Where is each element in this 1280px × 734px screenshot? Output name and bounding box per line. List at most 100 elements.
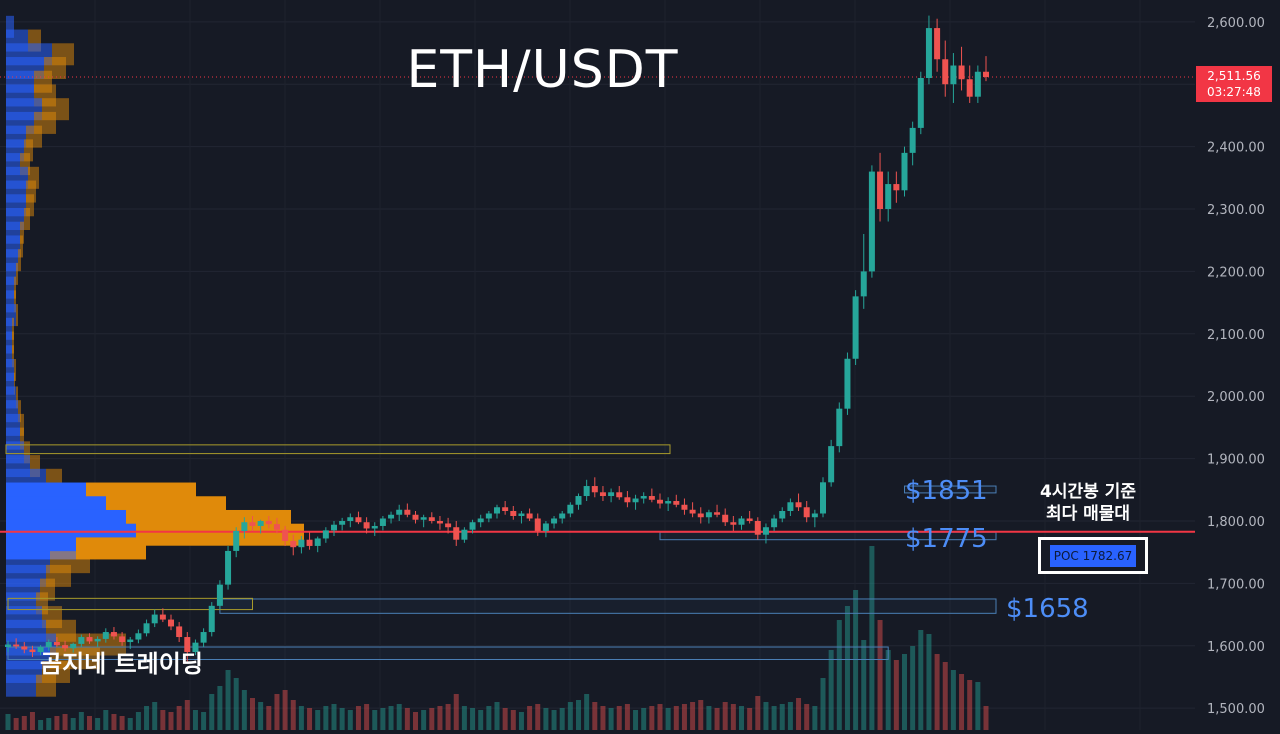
candle-body (510, 511, 517, 516)
candle-body (746, 518, 753, 521)
candle-body (388, 514, 395, 519)
volume-bar (119, 716, 125, 730)
volume-bar (812, 706, 818, 730)
candle-body (681, 504, 688, 510)
y-tick-label: 1,600.00 (1207, 640, 1265, 655)
candle-body (159, 614, 166, 620)
volume-bar (355, 706, 361, 730)
candle-body (184, 637, 191, 653)
candle-body (5, 644, 11, 648)
y-tick-label: 1,500.00 (1207, 702, 1265, 717)
volume-profile-sell (16, 386, 18, 409)
y-tick-label: 2,100.00 (1207, 328, 1265, 343)
volume-bar (853, 590, 859, 730)
candle-body (233, 530, 240, 551)
candle-body (331, 524, 337, 531)
volume-bar (510, 710, 516, 730)
candle-body (420, 517, 427, 520)
volume-profile-sell (136, 523, 304, 546)
candle-body (689, 509, 696, 514)
candle-body (518, 513, 525, 516)
volume-profile-sell (20, 427, 24, 450)
volume-bar (298, 706, 304, 730)
candle-body (640, 496, 647, 499)
candle-body (347, 517, 354, 521)
volume-bar (209, 694, 215, 730)
volume-bar (714, 708, 720, 730)
volume-profile-sell (14, 372, 15, 395)
candle-body (958, 65, 965, 80)
candle-body (94, 638, 101, 642)
volume-bar (706, 706, 712, 730)
volume-profile-buy (6, 262, 16, 285)
volume-bar (201, 712, 207, 730)
volume-bar (910, 646, 916, 730)
volume-bar (258, 702, 264, 730)
candle-body (925, 28, 932, 78)
candle-body (436, 520, 443, 524)
candle-body (143, 623, 150, 634)
candle-body (102, 632, 109, 639)
candle-body (445, 523, 452, 528)
candle-body (135, 633, 142, 640)
volume-profile-buy (6, 290, 14, 313)
volume-bar (633, 710, 639, 730)
volume-bar (665, 708, 671, 730)
volume-profile-sell (26, 180, 36, 203)
volume-bar (502, 708, 508, 730)
volume-profile-buy (6, 345, 12, 368)
candle-body (151, 614, 158, 624)
candle-body (877, 171, 884, 210)
candle-body (771, 518, 778, 528)
poc-label: POC 1782.67 (1049, 544, 1137, 567)
volume-bar (62, 714, 68, 730)
volume-profile-sell (20, 235, 23, 258)
volume-profile-sell (20, 221, 24, 244)
volume-profile-sell (14, 290, 16, 313)
y-tick-label: 1,800.00 (1207, 515, 1265, 530)
y-tick-label: 2,300.00 (1207, 203, 1265, 218)
volume-bar (624, 704, 630, 730)
volume-bar (347, 710, 353, 730)
candle-body (453, 527, 460, 540)
volume-bar (95, 718, 101, 730)
volume-bar (437, 706, 443, 730)
candle-body (21, 646, 28, 650)
volume-bar (739, 706, 744, 730)
candle-body (78, 637, 85, 644)
candle-body (811, 513, 818, 518)
volume-bar (38, 720, 44, 730)
volume-bar (461, 706, 467, 730)
candle-body (608, 492, 615, 497)
candle-body (828, 446, 835, 483)
candle-body (966, 79, 973, 97)
candle-body (803, 507, 810, 518)
candle-body (901, 152, 908, 191)
volume-bar (755, 696, 761, 730)
candle-body (583, 486, 590, 497)
volume-bar (698, 700, 704, 730)
volume-bar (836, 620, 842, 730)
volume-bar (429, 708, 435, 730)
volume-bar (796, 698, 802, 730)
candle-body (591, 486, 598, 493)
volume-bar (421, 710, 427, 730)
y-tick-label: 2,600.00 (1207, 16, 1265, 31)
volume-bar (413, 712, 418, 730)
volume-bar (600, 706, 606, 730)
volume-bar (942, 662, 948, 730)
candle-body (273, 524, 280, 530)
y-tick-label: 1,700.00 (1207, 577, 1265, 592)
candle-body (974, 71, 981, 97)
candle-body (754, 520, 761, 535)
volume-bar (274, 694, 280, 730)
volume-bar (5, 714, 11, 730)
volume-bar (616, 706, 622, 730)
volume-bar (543, 708, 549, 730)
candle-body (404, 509, 411, 515)
volume-bar (535, 704, 541, 730)
candle-body (909, 127, 916, 153)
candle-body (950, 65, 957, 85)
volume-bar (282, 690, 288, 730)
